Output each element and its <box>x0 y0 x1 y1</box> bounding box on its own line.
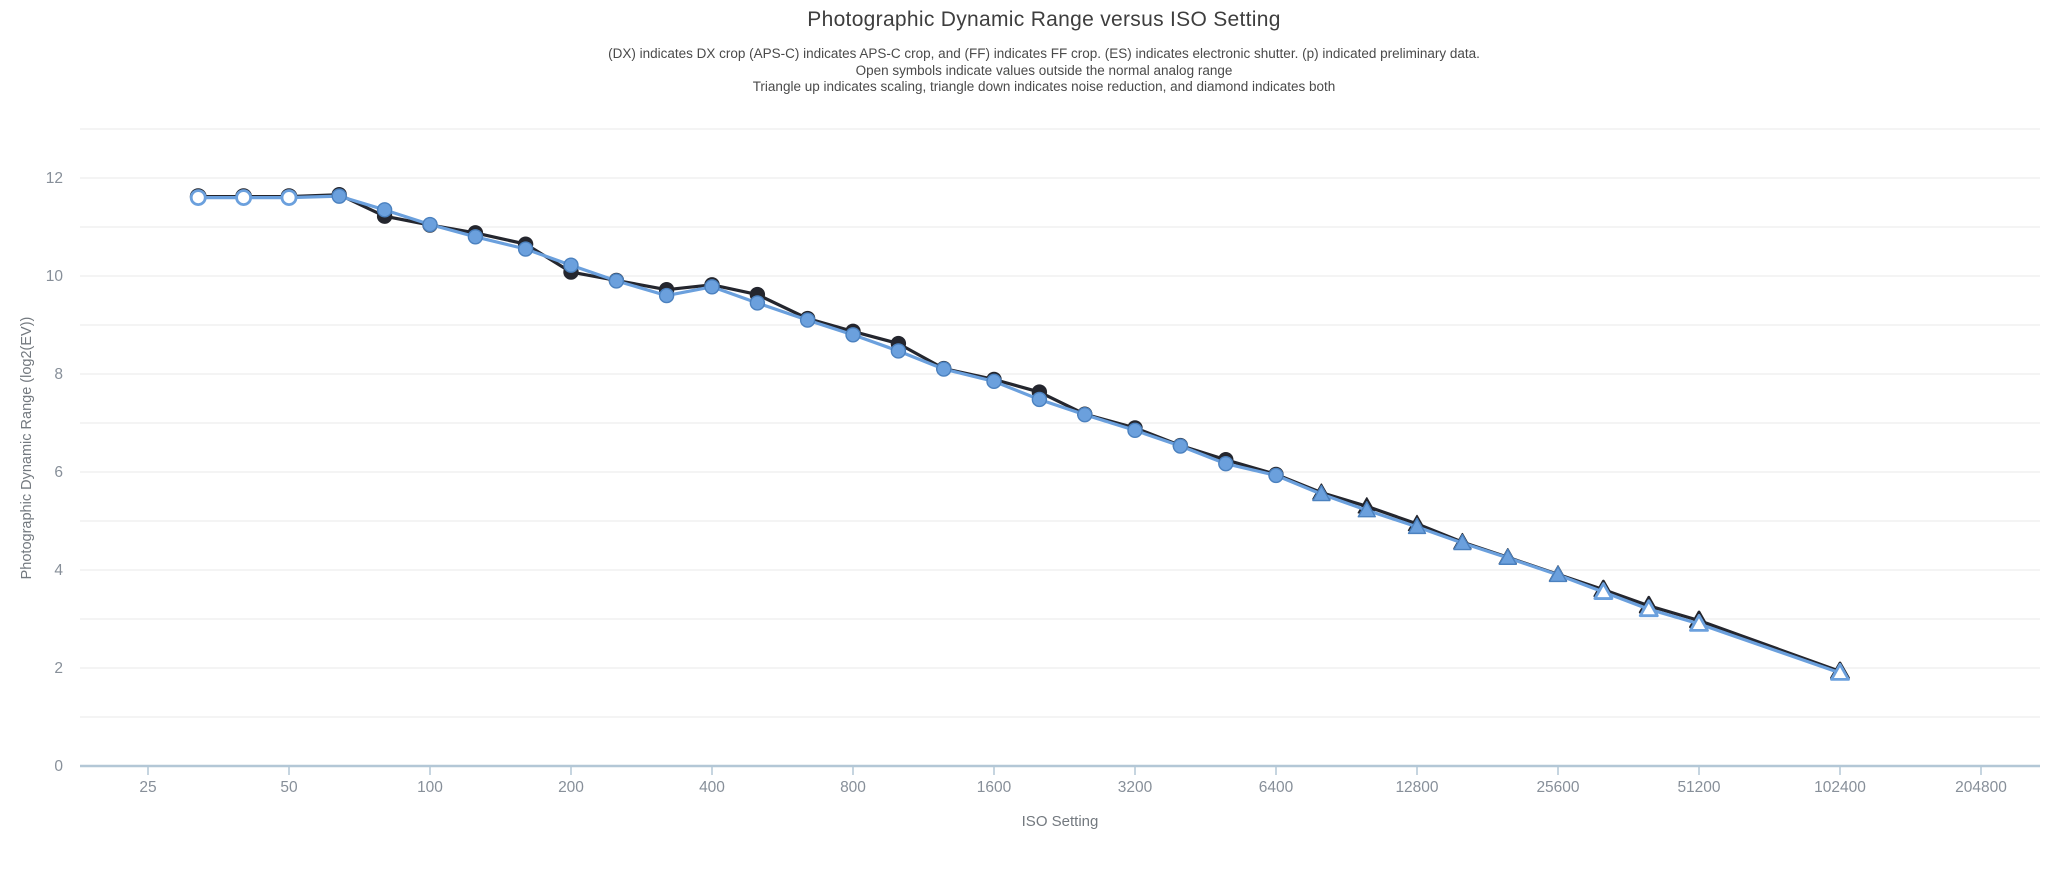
series-blue-point-iso-25600[interactable] <box>1548 565 1568 583</box>
series-blue-point-iso-6400[interactable] <box>1268 467 1284 484</box>
chart-header: Photographic Dynamic Range versus ISO Se… <box>40 8 2048 96</box>
y-tick-label-4: 4 <box>54 562 63 579</box>
series-blue-point-iso-1000[interactable] <box>890 343 907 359</box>
series-blue-point-iso-200[interactable] <box>563 257 579 273</box>
x-tick-label-25600: 25600 <box>1536 779 1579 796</box>
x-tick-label-3200: 3200 <box>1118 779 1153 796</box>
x-tick-label-200: 200 <box>558 779 584 796</box>
series-blue-point-iso-5000[interactable] <box>1218 455 1234 472</box>
x-tick-label-102400: 102400 <box>1814 779 1866 796</box>
series-blue-point-iso-50[interactable] <box>280 189 298 207</box>
series-blue-point-iso-2000[interactable] <box>1031 391 1048 408</box>
series-blue-point-iso-12800[interactable] <box>1407 517 1427 535</box>
x-tick-label-25: 25 <box>139 779 156 796</box>
series-blue-point-iso-8000[interactable] <box>1312 484 1331 502</box>
series-blue-point-iso-250[interactable] <box>608 273 625 289</box>
y-tick-label-12: 12 <box>46 170 63 187</box>
y-tick-label-0: 0 <box>54 758 63 775</box>
chart-subtitle-line-3: Triangle up indicates scaling, triangle … <box>752 79 1336 94</box>
series-blue-point-iso-400[interactable] <box>704 279 720 295</box>
x-tick-label-6400: 6400 <box>1259 779 1294 796</box>
series-blue-point-iso-1250[interactable] <box>936 361 952 377</box>
x-tick-label-800: 800 <box>840 779 866 796</box>
series-blue-point-iso-4000[interactable] <box>1172 438 1189 454</box>
series-blue-point-iso-51200[interactable] <box>1689 614 1709 632</box>
y-axis-title: Photographic Dynamic Range (log2(EV)) <box>19 316 35 580</box>
x-tick-label-204800: 204800 <box>1955 779 2007 796</box>
y-tick-label-2: 2 <box>54 660 63 677</box>
series-blue-point-iso-20000[interactable] <box>1498 548 1517 565</box>
series-blue-point-iso-125[interactable] <box>467 229 484 245</box>
series-blue-point-iso-1600[interactable] <box>986 373 1002 390</box>
series-blue-point-iso-800[interactable] <box>845 327 861 343</box>
series-blue-point-iso-40[interactable] <box>235 189 253 207</box>
series-blue-point-iso-64[interactable] <box>331 188 347 204</box>
series-blue-point-iso-40000[interactable] <box>1638 599 1659 618</box>
series-blue-point-iso-3200[interactable] <box>1127 422 1143 439</box>
y-tick-label-10: 10 <box>46 268 64 285</box>
series-blue-point-iso-2500[interactable] <box>1077 406 1093 423</box>
y-tick-label-8: 8 <box>54 366 63 383</box>
series-blue-point-iso-160[interactable] <box>517 241 534 257</box>
x-tick-label-51200: 51200 <box>1677 779 1720 796</box>
x-tick-label-50: 50 <box>280 779 298 796</box>
series-blue-point-iso-320[interactable] <box>658 287 675 304</box>
series-blue-point-iso-102400[interactable] <box>1830 663 1850 681</box>
plot-area[interactable] <box>80 129 2040 766</box>
chart-subtitle-line-2: Open symbols indicate values outside the… <box>855 62 1233 78</box>
series-blue-point-iso-640[interactable] <box>799 312 816 328</box>
series-blue-point-iso-10000[interactable] <box>1357 501 1376 518</box>
x-tick-label-400: 400 <box>699 779 725 796</box>
series-blue-point-iso-500[interactable] <box>749 295 766 311</box>
series-blue-point-iso-32[interactable] <box>189 189 207 207</box>
series-blue-point-iso-80[interactable] <box>376 202 393 218</box>
x-tick-label-12800: 12800 <box>1395 779 1438 796</box>
chart-title: Photographic Dynamic Range versus ISO Se… <box>807 8 1281 31</box>
series-blue-line <box>196 194 1842 675</box>
y-tick-label-6: 6 <box>54 464 63 481</box>
series-blue-point-iso-100[interactable] <box>422 216 438 233</box>
x-tick-label-1600: 1600 <box>977 779 1012 796</box>
series-blue-point-iso-32000[interactable] <box>1593 582 1614 600</box>
series-blue-point-iso-16000[interactable] <box>1453 533 1472 551</box>
x-tick-label-100: 100 <box>417 779 443 796</box>
chart-subtitle-line-1: (DX) indicates DX crop (APS-C) indicates… <box>608 46 1480 61</box>
x-axis-title: ISO Setting <box>1021 813 1099 830</box>
